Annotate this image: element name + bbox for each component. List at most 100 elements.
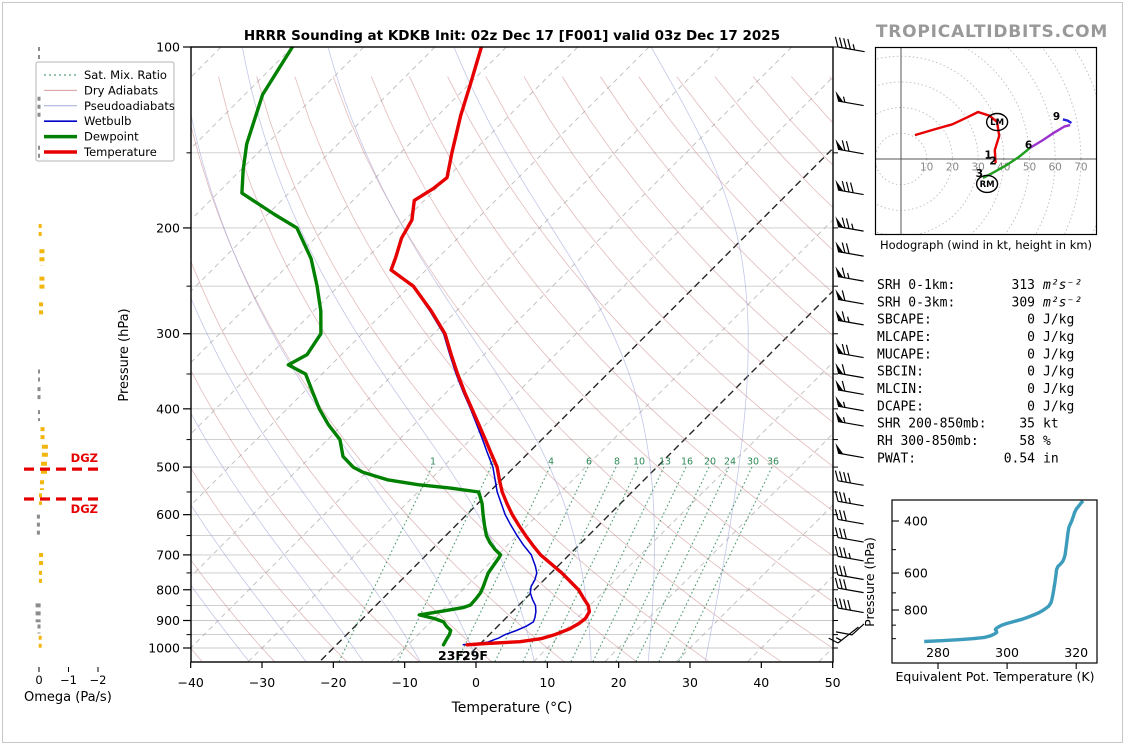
temperature-tick-label: 40: [753, 675, 769, 690]
pressure-tick-label: 200: [156, 220, 180, 235]
barb-full: [840, 566, 843, 576]
barb-staff: [838, 320, 864, 325]
pseudoadiabat-line: [132, 47, 421, 661]
barb-staff: [838, 390, 864, 395]
barb-full: [840, 599, 843, 609]
barb-full: [835, 471, 838, 481]
index-unit: J/kg: [1043, 330, 1074, 345]
omega-axis-label: Omega (Pa/s): [24, 690, 112, 705]
barb-full: [846, 218, 849, 228]
legend-item-label: Dry Adiabats: [84, 83, 158, 97]
chart-title: HRRR Sounding at KDKB Init: 02z Dec 17 […: [244, 28, 780, 44]
barb-staff: [838, 373, 864, 378]
mixing-ratio-line: [593, 467, 686, 662]
isotherm-line: [813, 42, 1134, 668]
hodograph-height-label: 6: [1025, 140, 1032, 152]
barb-staff: [838, 422, 864, 427]
temperature-tick-label: 50: [825, 675, 841, 690]
dry-adiabat-line: [486, 77, 1134, 662]
wind-barb: [835, 527, 863, 542]
legend-item-label: Dewpoint: [84, 130, 139, 144]
index-unit: J/kg: [1043, 365, 1074, 380]
wind-barb: [835, 37, 864, 52]
barb-full: [844, 529, 847, 539]
index-unit: kt: [1043, 417, 1059, 432]
barb-staff: [838, 481, 864, 486]
mixing-ratio-line: [339, 467, 432, 662]
barb-full: [846, 345, 849, 355]
barb-full: [842, 311, 845, 321]
temperature-tick-label: 30: [682, 675, 698, 690]
index-label: RH 300-850mb:: [877, 434, 979, 449]
index-unit: J/kg: [1043, 382, 1074, 397]
mixing-ratio-label: 30: [747, 457, 759, 468]
mixing-ratio-label: 20: [704, 457, 716, 468]
barb-staff: [838, 277, 864, 282]
barb-full: [842, 381, 845, 391]
mixing-ratio-label: 8: [614, 457, 620, 468]
wind-barb-column: [829, 37, 865, 643]
index-value: 309: [1012, 295, 1035, 310]
barb-staff: [838, 101, 864, 106]
dgz-label: DGZ: [71, 502, 98, 516]
wind-barb: [835, 289, 863, 304]
theta-e-xtick-label: 300: [995, 645, 1019, 660]
barb-full: [842, 243, 845, 253]
skewt-yaxis-label: Pressure (hPa): [117, 308, 132, 401]
mixing-ratio-label: 6: [586, 457, 592, 468]
wind-barb: [835, 216, 863, 231]
hodograph-ring-label: 70: [1074, 162, 1087, 174]
wind-barb: [835, 139, 863, 154]
barb-full: [844, 38, 847, 48]
barb-full: [844, 579, 847, 589]
wind-barb: [835, 471, 863, 486]
wind-barb: [835, 491, 863, 506]
mixing-ratio-label: 10: [633, 457, 645, 468]
barb-full: [842, 181, 845, 191]
wind-barb: [835, 509, 863, 524]
skewt-frame: [191, 47, 833, 662]
wind-barb: [835, 241, 863, 256]
omega-tick-label: −2: [90, 673, 107, 687]
barb-full: [851, 183, 854, 193]
index-value: 313: [1012, 278, 1035, 293]
barb-half: [852, 224, 853, 230]
barb-pennant: [835, 443, 843, 454]
pressure-tick-label: 300: [156, 326, 180, 341]
hodograph-height-label: 9: [1053, 111, 1060, 123]
barb-staff: [838, 453, 864, 458]
pressure-tick-label: 700: [156, 547, 180, 562]
pressure-tick-label: 800: [156, 582, 180, 597]
theta-e-xtick-label: 320: [1064, 645, 1088, 660]
temperature-tick-label: 10: [539, 675, 555, 690]
barb-staff: [838, 190, 864, 195]
temperature-tick-label: 20: [611, 675, 627, 690]
barb-full: [844, 548, 847, 558]
barb-full: [842, 364, 845, 374]
barb-full: [835, 565, 838, 575]
mixing-ratio-label: 4: [548, 457, 554, 468]
index-value: 58: [1019, 434, 1035, 449]
dry-adiabat-line: [333, 77, 853, 662]
hodograph-height-label: 2: [989, 156, 996, 168]
index-value: 0: [1027, 365, 1035, 380]
wind-barb: [835, 343, 863, 358]
barb-staff: [838, 501, 864, 506]
theta-e-xaxis-label: Equivalent Pot. Temperature (K): [896, 669, 1095, 684]
barb-half: [853, 44, 854, 50]
barb-full: [835, 598, 838, 608]
mixing-ratio-label: 24: [724, 457, 736, 468]
mixing-ratio-label: 16: [681, 457, 693, 468]
index-unit: m²s⁻²: [1042, 278, 1082, 293]
barb-staff: [838, 353, 864, 358]
pressure-tick-label: 500: [156, 460, 180, 475]
index-label: MLCIN:: [877, 382, 924, 397]
wind-barb: [835, 396, 863, 411]
dry-adiabat-line: [66, 77, 347, 662]
index-label: SBCAPE:: [877, 313, 932, 328]
